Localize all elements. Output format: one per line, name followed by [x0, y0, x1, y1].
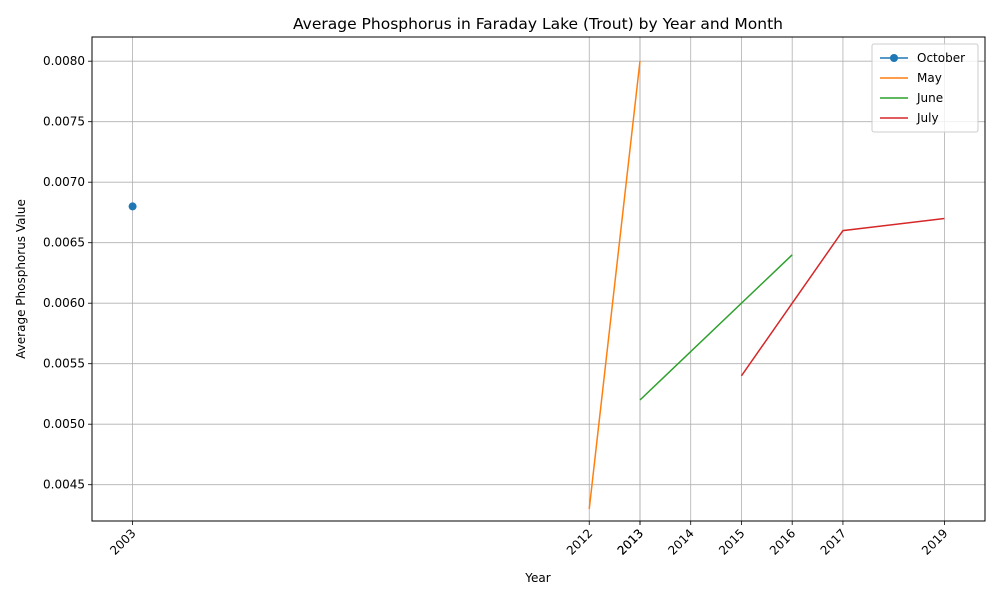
series-layer: [128, 61, 945, 509]
y-tick-label: 0.0050: [43, 417, 85, 431]
y-axis: 0.0045 0.0050 0.0055 0.0060 0.0065 0.0070 0.00…: [43, 54, 92, 492]
legend-label-july: July: [916, 111, 939, 125]
y-tick-label: 0.0075: [43, 115, 85, 129]
y-tick-label: 0.0080: [43, 54, 85, 68]
y-axis-label: Average Phosphorus Value: [14, 199, 28, 359]
legend: October May June July: [871, 43, 979, 133]
y-tick-label: 0.0065: [43, 236, 85, 250]
series-line-june: [639, 254, 793, 401]
series-line-july: [740, 217, 945, 377]
data-point-october: [128, 202, 137, 211]
x-axis-label: Year: [524, 571, 550, 585]
series-line-may: [588, 61, 641, 509]
legend-box: [871, 43, 979, 133]
y-tick-label: 0.0045: [43, 478, 85, 492]
legend-label-june: June: [916, 91, 943, 105]
y-tick-label: 0.0055: [43, 357, 85, 371]
plot-frame: [91, 36, 986, 522]
chart-title: Average Phosphorus in Faraday Lake (Trou…: [293, 15, 783, 33]
y-tick-label: 0.0070: [43, 175, 85, 189]
legend-label-october: October: [917, 51, 965, 65]
y-tick-label: 0.0060: [43, 296, 85, 310]
legend-marker-october: [890, 54, 898, 62]
grid: [92, 37, 985, 521]
legend-label-may: May: [917, 71, 942, 85]
